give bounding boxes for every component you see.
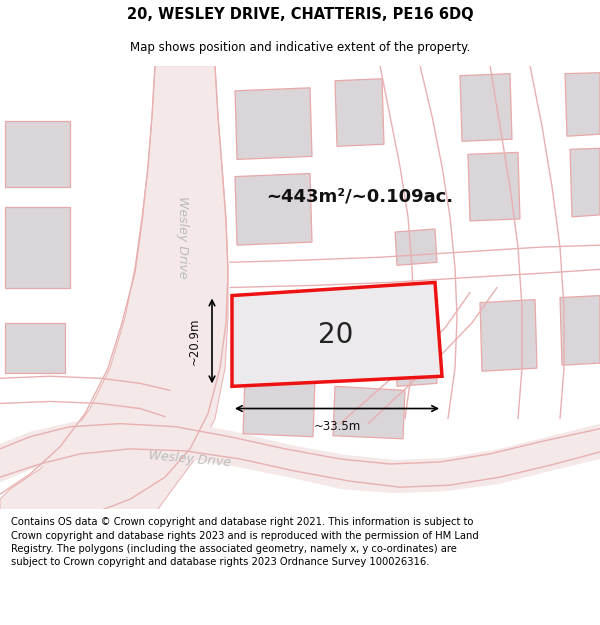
Polygon shape xyxy=(468,152,520,221)
Polygon shape xyxy=(5,322,65,373)
Polygon shape xyxy=(235,88,312,159)
Text: ~443m²/~0.109ac.: ~443m²/~0.109ac. xyxy=(266,188,454,206)
Text: 20: 20 xyxy=(317,321,353,349)
Text: Wesley Drive: Wesley Drive xyxy=(176,196,188,278)
Polygon shape xyxy=(395,315,437,386)
Polygon shape xyxy=(0,66,228,550)
Text: Contains OS data © Crown copyright and database right 2021. This information is : Contains OS data © Crown copyright and d… xyxy=(11,518,479,567)
Text: ~33.5m: ~33.5m xyxy=(313,420,361,433)
Text: 20, WESLEY DRIVE, CHATTERIS, PE16 6DQ: 20, WESLEY DRIVE, CHATTERIS, PE16 6DQ xyxy=(127,7,473,22)
Polygon shape xyxy=(335,79,384,146)
Polygon shape xyxy=(243,376,315,437)
Text: Map shows position and indicative extent of the property.: Map shows position and indicative extent… xyxy=(130,41,470,54)
Polygon shape xyxy=(480,299,537,371)
Polygon shape xyxy=(333,386,405,439)
Polygon shape xyxy=(232,282,442,386)
Polygon shape xyxy=(560,296,600,365)
Polygon shape xyxy=(460,74,512,141)
Polygon shape xyxy=(5,121,70,187)
Polygon shape xyxy=(5,207,70,288)
Polygon shape xyxy=(565,72,600,136)
Polygon shape xyxy=(0,419,600,493)
Polygon shape xyxy=(235,174,312,245)
Polygon shape xyxy=(395,229,437,265)
Text: Wesley Drive: Wesley Drive xyxy=(148,449,232,469)
Text: ~20.9m: ~20.9m xyxy=(187,318,200,365)
Polygon shape xyxy=(570,148,600,217)
